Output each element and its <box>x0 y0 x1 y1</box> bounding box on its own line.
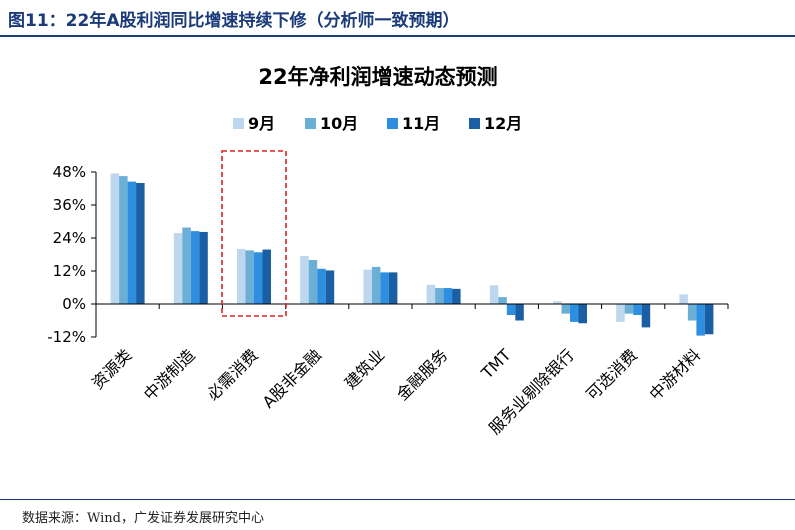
bar <box>245 250 254 304</box>
bar <box>325 270 335 304</box>
y-tick-label: 36% <box>53 196 86 214</box>
highlight-box <box>221 150 287 317</box>
x-tick-label: 必需消费 <box>203 345 262 404</box>
bar <box>119 176 128 304</box>
bar <box>388 272 398 304</box>
bar <box>553 301 562 304</box>
bar <box>506 304 516 315</box>
bar <box>443 288 453 304</box>
bar <box>136 183 145 304</box>
bar <box>173 233 183 304</box>
bar <box>308 260 318 304</box>
bar <box>182 227 191 304</box>
y-tick-label: -12% <box>47 328 86 346</box>
legend-swatch <box>387 118 398 129</box>
source-note: 数据来源：Wind，广发证券发展研究中心 <box>22 511 264 526</box>
bar <box>199 231 208 304</box>
x-tick-label: TMT <box>477 345 515 383</box>
x-tick-label: 可选消费 <box>582 345 641 404</box>
legend-label: 11月 <box>402 114 440 133</box>
bar <box>624 304 634 314</box>
x-tick-label: A股非金融 <box>259 345 325 411</box>
bar <box>498 297 507 304</box>
y-tick-label: 24% <box>53 229 86 247</box>
y-tick-label: 12% <box>53 262 86 280</box>
bar <box>262 249 271 304</box>
bar <box>616 304 625 322</box>
bar <box>371 266 381 304</box>
bar <box>452 288 461 304</box>
x-tick-label: 建筑业 <box>341 345 388 392</box>
x-tick-label: 资源类 <box>88 345 135 392</box>
bar <box>317 268 326 304</box>
x-tick-label: 中游材料 <box>646 345 705 404</box>
bar <box>489 285 499 304</box>
bar <box>237 249 246 304</box>
bar <box>696 304 705 336</box>
y-tick-label: 48% <box>53 163 86 181</box>
legend-swatch <box>305 118 316 129</box>
bar <box>254 252 263 304</box>
bar <box>515 304 524 321</box>
bar <box>380 272 389 304</box>
bars <box>110 173 714 336</box>
bar <box>633 304 642 315</box>
bar <box>426 284 436 304</box>
y-axis: 48% 36% 24% 12% 0% -12% <box>47 163 97 346</box>
x-tick-label: 中游制造 <box>140 345 199 404</box>
bar <box>578 304 587 324</box>
bar <box>641 304 651 328</box>
legend-label: 12月 <box>484 114 522 133</box>
bar-chart: 22年净利润增速动态预测 9月 10月 11月 12月 48% 36% 24% 12% 0% -… <box>47 65 729 438</box>
figure-title: 图11：22年A股利润同比增速持续下修（分析师一致预期） <box>8 11 460 31</box>
x-tick-label: 金融服务 <box>393 345 452 404</box>
bar <box>687 304 697 321</box>
bar <box>435 288 444 304</box>
legend-swatch <box>469 118 480 129</box>
bar <box>300 255 309 304</box>
bar <box>679 294 688 304</box>
legend-label: 9月 <box>248 114 275 133</box>
bottom-rule <box>0 499 795 500</box>
top-rule <box>0 35 795 37</box>
bar <box>363 269 372 304</box>
bar <box>190 231 200 304</box>
legend-label: 10月 <box>320 114 358 133</box>
bar <box>704 304 714 335</box>
chart-title: 22年净利润增速动态预测 <box>258 65 497 89</box>
y-tick-label: 0% <box>62 295 86 313</box>
bar <box>127 181 137 304</box>
bar <box>561 304 570 314</box>
legend-swatch <box>233 118 244 129</box>
chart-legend: 9月 10月 11月 12月 <box>233 114 522 133</box>
bar <box>110 173 120 304</box>
bar <box>570 304 579 322</box>
